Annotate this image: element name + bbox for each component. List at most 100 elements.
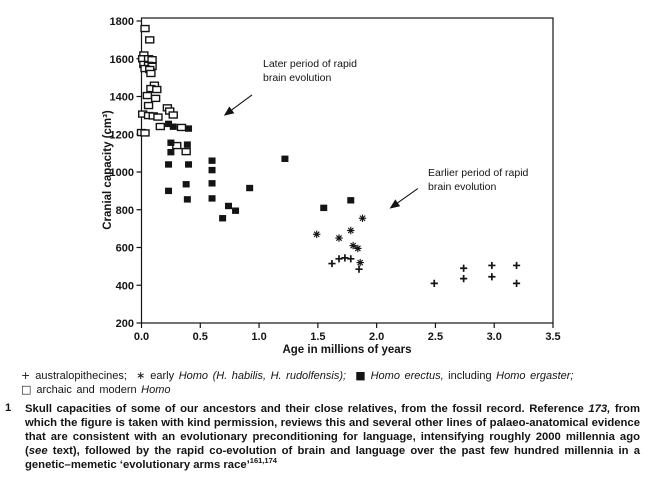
annotation-earlier-period-line2: brain evolution: [428, 181, 496, 193]
marker-plus: [355, 265, 363, 273]
y-axis: 200 400 600 800 1000 1200 1400 1600 1800: [110, 16, 142, 330]
x-tick-label: 1.5: [310, 331, 325, 343]
caption-text: text), followed by the rapid co-evolutio…: [25, 445, 640, 471]
marker-filled-square: [320, 204, 328, 212]
marker-plus: [488, 273, 496, 281]
figure-caption: 1 Skull capacities of some of our ancest…: [5, 402, 645, 472]
marker-open-square: [176, 123, 187, 132]
marker-filled-square: [165, 120, 173, 128]
marker-asterisk: [347, 226, 355, 235]
marker-asterisk: [312, 230, 321, 238]
marker-open-square: [150, 94, 161, 103]
series-plus: [328, 254, 521, 287]
marker-open-square: [181, 147, 191, 156]
legend-symbol-open-square: □: [21, 383, 37, 396]
legend-text: australopithecines;: [35, 370, 137, 382]
marker-filled-square: [246, 184, 254, 192]
legend-line-2: □ archaic and modern Homo: [21, 383, 643, 397]
marker-open-square: [142, 91, 153, 100]
annotation-arrow-1: [223, 94, 253, 116]
legend-text: Homo (H. habilis, H. rudolfensis);: [178, 370, 347, 382]
marker-asterisk: [354, 244, 362, 253]
caption-text: see: [28, 445, 48, 457]
y-tick-label: 600: [116, 243, 134, 255]
x-tick-label: 3.5: [545, 331, 560, 343]
marker-filled-square: [167, 148, 175, 156]
x-tick-label: 0.5: [193, 331, 208, 343]
marker-plus: [335, 255, 343, 263]
marker-asterisk: [356, 258, 364, 267]
annotation-arrow-2: [389, 188, 419, 209]
caption-text: 173,: [588, 403, 611, 415]
marker-filled-square: [219, 215, 227, 222]
annotation-later-period-line2: brain evolution: [263, 72, 331, 84]
marker-open-square: [143, 101, 154, 110]
y-tick-label: 1600: [110, 54, 134, 66]
series-open-square: [136, 24, 191, 156]
annotation-earlier-period-line1: Earlier period of rapid: [428, 167, 529, 179]
marker-plus: [347, 255, 355, 263]
marker-open-square: [168, 111, 178, 119]
legend-symbol-plus: +: [21, 369, 36, 382]
annotation-later-period-line1: Later period of rapid: [263, 58, 357, 70]
x-axis: 0.0 0.5 1.0 1.5 2.0 2.5 3.0 3.5: [134, 323, 561, 343]
marker-filled-square: [185, 125, 193, 132]
x-tick-label: 2.0: [369, 331, 384, 343]
marker-filled-square: [225, 202, 233, 210]
marker-filled-square: [281, 155, 289, 162]
marker-filled-square: [183, 141, 191, 148]
marker-open-square: [140, 129, 150, 137]
figure-caption-text: Skull capacities of some of our ancestor…: [25, 402, 640, 472]
marker-plus: [488, 261, 496, 270]
marker-plus: [430, 279, 438, 287]
legend-text: Homo ergaster;: [496, 370, 574, 382]
legend-text: Homo erectus,: [370, 370, 444, 382]
legend-text: early: [150, 370, 179, 382]
marker-filled-square: [182, 181, 190, 188]
y-tick-label: 1200: [110, 129, 134, 141]
marker-filled-square: [165, 187, 173, 195]
marker-plus: [512, 261, 521, 270]
marker-filled-square: [208, 166, 216, 174]
marker-open-square: [140, 24, 150, 33]
marker-plus: [460, 264, 468, 272]
marker-asterisk: [358, 214, 367, 222]
marker-filled-square: [232, 207, 240, 214]
marker-filled-square: [165, 161, 173, 168]
marker-plus: [328, 259, 336, 268]
marker-filled-square: [208, 195, 216, 202]
legend-text: [346, 370, 355, 382]
caption-text: from which the figure is taken with kind…: [25, 403, 640, 457]
figure-number: 1: [5, 402, 12, 414]
y-tick-label: 400: [116, 280, 134, 292]
legend-text: archaic and modern: [36, 384, 142, 396]
y-tick-label: 200: [116, 318, 134, 330]
scatter-chart: Age in millions of years Cranial capacit…: [102, 16, 561, 356]
marker-filled-square: [183, 196, 191, 203]
legend-symbol-filled-square: ■: [355, 369, 371, 382]
marker-plus: [460, 275, 468, 283]
y-axis-title: Cranial capacity (cm³): [102, 110, 114, 230]
marker-filled-square: [185, 161, 193, 168]
y-tick-label: 1400: [110, 92, 134, 104]
series-filled-square: [165, 120, 355, 222]
legend-text: Homo: [141, 384, 171, 396]
legend-text: including: [443, 370, 497, 382]
x-tick-label: 3.0: [487, 331, 502, 343]
chart-legend: + australopithecines; ∗ early Homo (H. h…: [21, 369, 643, 397]
y-tick-label: 1800: [110, 16, 134, 28]
marker-open-square: [153, 113, 163, 121]
legend-symbol-asterisk: ∗: [136, 369, 151, 382]
legend-line-1: + australopithecines; ∗ early Homo (H. h…: [21, 369, 643, 383]
y-tick-label: 800: [116, 205, 134, 217]
marker-asterisk: [335, 234, 343, 242]
marker-open-square: [155, 122, 166, 131]
marker-filled-square: [167, 139, 175, 146]
marker-open-square: [145, 36, 155, 44]
marker-filled-square: [208, 157, 216, 164]
marker-open-square: [152, 85, 162, 94]
series-asterisk: [312, 214, 367, 267]
caption-reference-superscript: 161,174: [249, 456, 277, 466]
marker-open-square: [146, 69, 156, 78]
